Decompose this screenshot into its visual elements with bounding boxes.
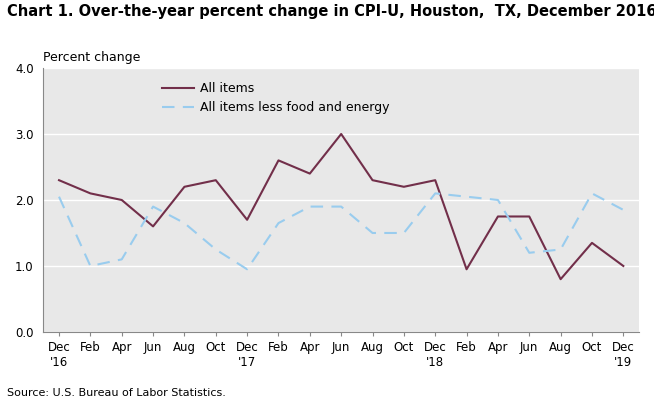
Line: All items less food and energy: All items less food and energy (59, 193, 623, 269)
All items (181, 184, 188, 189)
All items less food and energy (149, 204, 157, 209)
All items (400, 184, 408, 189)
All items less food and energy (557, 247, 564, 252)
All items less food and energy (55, 194, 63, 199)
All items (369, 178, 377, 182)
All items less food and energy (588, 191, 596, 196)
All items less food and energy (525, 250, 533, 255)
All items (243, 217, 251, 222)
All items (462, 267, 470, 272)
All items (525, 214, 533, 219)
Legend: All items, All items less food and energy: All items, All items less food and energ… (158, 77, 394, 119)
All items less food and energy (181, 221, 188, 226)
Text: Source: U.S. Bureau of Labor Statistics.: Source: U.S. Bureau of Labor Statistics. (7, 388, 226, 398)
All items less food and energy (118, 257, 126, 262)
All items (212, 178, 220, 182)
All items less food and energy (243, 267, 251, 272)
All items less food and energy (462, 194, 470, 199)
All items less food and energy (212, 247, 220, 252)
All items (588, 240, 596, 245)
All items (86, 191, 94, 196)
All items (337, 132, 345, 136)
All items (55, 178, 63, 182)
All items (275, 158, 283, 163)
All items (118, 198, 126, 202)
All items less food and energy (337, 204, 345, 209)
Text: Percent change: Percent change (43, 51, 141, 64)
All items (149, 224, 157, 229)
All items less food and energy (494, 198, 502, 202)
All items less food and energy (306, 204, 314, 209)
All items (619, 264, 627, 268)
All items less food and energy (275, 221, 283, 226)
All items less food and energy (619, 208, 627, 212)
All items less food and energy (400, 230, 408, 235)
All items (557, 277, 564, 282)
All items (431, 178, 439, 182)
All items less food and energy (86, 264, 94, 268)
All items (306, 171, 314, 176)
Line: All items: All items (59, 134, 623, 279)
Text: Chart 1. Over-the-year percent change in CPI-U, Houston,  TX, December 2016–Dece: Chart 1. Over-the-year percent change in… (7, 4, 654, 19)
All items (494, 214, 502, 219)
All items less food and energy (369, 230, 377, 235)
All items less food and energy (431, 191, 439, 196)
